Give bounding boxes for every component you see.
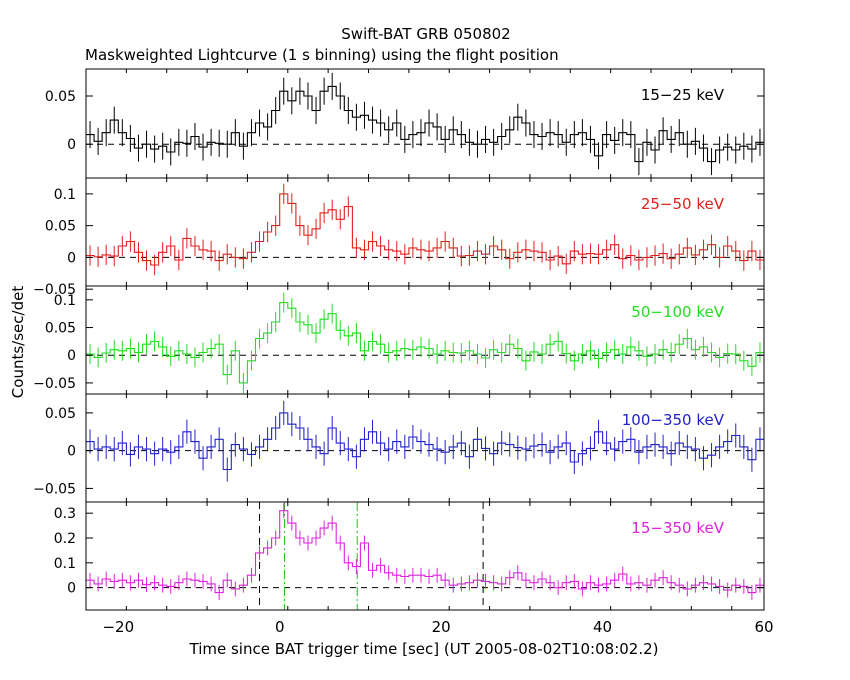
chart-title: Swift-BAT GRB 050802 (341, 25, 510, 43)
band-label: 50−100 keV (631, 303, 724, 321)
panel-5: 0 0.1 0.2 0.3 15−350 keV (54, 501, 765, 611)
lightcurve-step-line (86, 193, 764, 266)
panel-frame (85, 501, 765, 611)
x-tick-label: 40 (593, 618, 612, 636)
x-axis-label: Time since BAT trigger time [sec] (UT 20… (189, 640, 659, 658)
y-axis-label: Counts/sec/det (9, 286, 27, 399)
y-tick-label: 0 (67, 444, 76, 460)
y-tick-label: 0 (67, 348, 76, 364)
panel-4: −0.05 0 0.05 100−350 keV (33, 393, 765, 503)
y-tick-label: 0.1 (54, 187, 76, 203)
band-label: 25−50 keV (641, 195, 725, 213)
y-tick-label: 0.05 (45, 89, 76, 105)
y-tick-label: 0 (67, 250, 76, 266)
series-group (86, 503, 764, 601)
y-tick-label: −0.05 (33, 481, 76, 497)
series-group (86, 400, 764, 482)
panel-2: −0.05 0 0.05 0.1 25−50 keV (33, 177, 765, 298)
panel-3: −0.05 0 0.05 0.1 50−100 keV (33, 285, 765, 395)
lightcurve-step-line (86, 510, 764, 594)
y-tick-label: 0.2 (54, 531, 76, 547)
x-tick-label: 60 (754, 618, 773, 636)
y-tick-label: 0 (67, 581, 76, 597)
x-tick-label: 20 (432, 618, 451, 636)
y-tick-label: −0.05 (33, 376, 76, 392)
y-tick-label: 0.05 (45, 406, 76, 422)
x-tick-labels: −20 0 20 40 60 (102, 618, 773, 636)
chart-subtitle: Maskweighted Lightcurve (1 s binning) us… (85, 46, 559, 64)
band-label: 15−350 keV (631, 519, 724, 537)
lightcurve-step-line (86, 302, 764, 384)
lightcurve-step-line (86, 85, 764, 163)
lightcurve-step-line (86, 412, 764, 471)
band-label: 100−350 keV (622, 411, 725, 429)
band-label: 15−25 keV (641, 86, 725, 104)
y-tick-label: 0.1 (54, 293, 76, 309)
x-tick-label: −20 (102, 618, 134, 636)
y-tick-label: 0.05 (45, 219, 76, 235)
y-tick-label: 0 (67, 137, 76, 153)
panel-1: 0 0.05 15−25 keV (45, 68, 765, 179)
x-tick-label: 0 (275, 618, 285, 636)
y-tick-label: −0.05 (33, 282, 76, 298)
y-tick-label: 0.05 (45, 321, 76, 337)
series-group (86, 72, 764, 176)
y-tick-label: 0.3 (54, 506, 76, 522)
series-group (86, 292, 764, 393)
y-tick-label: 0.1 (54, 556, 76, 572)
series-group (86, 183, 764, 276)
